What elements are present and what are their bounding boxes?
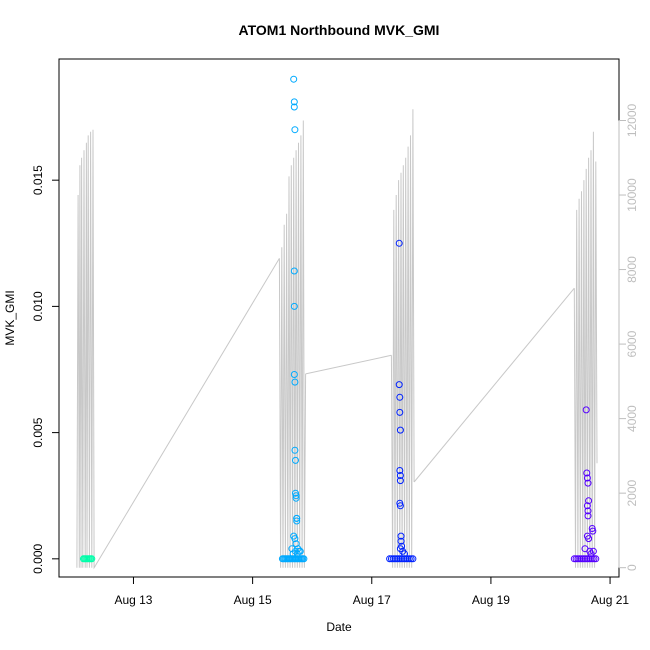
x-tick-label: Aug 15: [234, 593, 272, 607]
data-point-s1-27: [291, 446, 299, 454]
x-tick-label: Aug 19: [472, 593, 510, 607]
x-tick-label: Aug 13: [114, 593, 152, 607]
line-segment-0: [76, 129, 96, 570]
data-point-s2-17: [396, 408, 404, 416]
data-point-s1-22: [291, 126, 299, 134]
y-axis-right: 0 2000 4000 6000 8000 10000 12000: [618, 103, 639, 571]
data-point-s1-19: [290, 75, 298, 83]
y-tick-label: 0.005: [31, 417, 45, 447]
data-point-s3-25: [589, 527, 597, 535]
y2-tick-label: 6000: [625, 330, 639, 357]
data-point-s3-22: [585, 535, 593, 543]
data-point-s3-18: [585, 497, 593, 505]
data-point-s2-23: [396, 502, 404, 510]
x-axis-label: Date: [326, 620, 352, 634]
data-point-s2-29: [401, 550, 408, 558]
data-point-s1-28: [292, 456, 299, 464]
data-point-s1-44: [293, 550, 301, 558]
data-point-s1-21: [290, 103, 298, 111]
y2-tick-label: 8000: [625, 256, 639, 283]
line-segment-4: [390, 109, 415, 568]
y2-tick-label: 0: [625, 564, 639, 571]
y2-tick-label: 10000: [625, 178, 639, 212]
y-tick-label: 0.015: [31, 165, 45, 195]
data-point-s1-36: [291, 535, 299, 543]
data-point-s3-20: [584, 512, 592, 520]
data-point-s3-14: [583, 469, 591, 477]
data-point-s1-23: [290, 267, 298, 275]
data-point-s3-19: [584, 507, 592, 515]
data-point-s1-30: [292, 492, 300, 500]
chart-title: ATOM1 Northbound MVK_GMI: [239, 22, 440, 38]
data-point-s3-13: [582, 406, 590, 414]
y-axis-left: 0.000 0.005 0.010 0.015: [31, 165, 60, 574]
data-point-s1-25: [290, 371, 298, 378]
line-segment-3: [305, 354, 392, 375]
y-tick-label: 0.000: [31, 543, 45, 573]
data-point-s2-25: [397, 537, 405, 545]
data-point-s3-17: [583, 502, 591, 510]
data-point-s1-31: [292, 494, 300, 502]
data-point-s3-28: [587, 550, 595, 558]
line-segment-1: [94, 258, 280, 567]
data-point-s1-34: [293, 517, 301, 525]
data-point-s1-18: [300, 555, 308, 563]
data-point-s2-14: [395, 239, 403, 247]
x-axis: Aug 13 Aug 15 Aug 17 Aug 19 Aug 21: [114, 576, 629, 607]
data-point-s1-33: [293, 514, 301, 522]
data-point-s2-21: [396, 477, 404, 485]
data-point-s1-20: [290, 98, 298, 106]
data-point-s2-15: [395, 381, 403, 389]
data-point-s3-27: [581, 545, 589, 553]
data-point-s2-18: [396, 426, 404, 434]
line-segment-2: [278, 120, 307, 568]
data-point-s2-24: [397, 532, 405, 540]
secondary-line-series: [76, 109, 598, 570]
y2-tick-label: 4000: [625, 405, 639, 432]
data-point-s0-7: [88, 555, 96, 563]
line-segment-5: [413, 287, 575, 483]
scatter-points: [79, 75, 600, 563]
data-point-s3-24: [588, 525, 596, 532]
data-point-s3-12: [592, 555, 600, 563]
data-point-s2-19: [396, 467, 404, 474]
y2-tick-label: 12000: [625, 103, 639, 137]
data-point-s1-24: [290, 302, 298, 310]
data-point-s1-26: [291, 378, 299, 386]
y2-tick-label: 2000: [625, 479, 639, 506]
data-point-s2-13: [409, 555, 417, 563]
line-segment-6: [573, 131, 598, 568]
x-tick-label: Aug 17: [353, 593, 391, 607]
y-axis-label: MVK_GMI: [3, 290, 17, 345]
data-point-s3-16: [584, 479, 592, 487]
x-tick-label: Aug 21: [591, 593, 629, 607]
y-tick-label: 0.010: [31, 291, 45, 321]
data-point-s2-20: [396, 472, 404, 479]
data-point-s3-15: [583, 474, 591, 482]
data-point-s2-16: [396, 393, 404, 401]
